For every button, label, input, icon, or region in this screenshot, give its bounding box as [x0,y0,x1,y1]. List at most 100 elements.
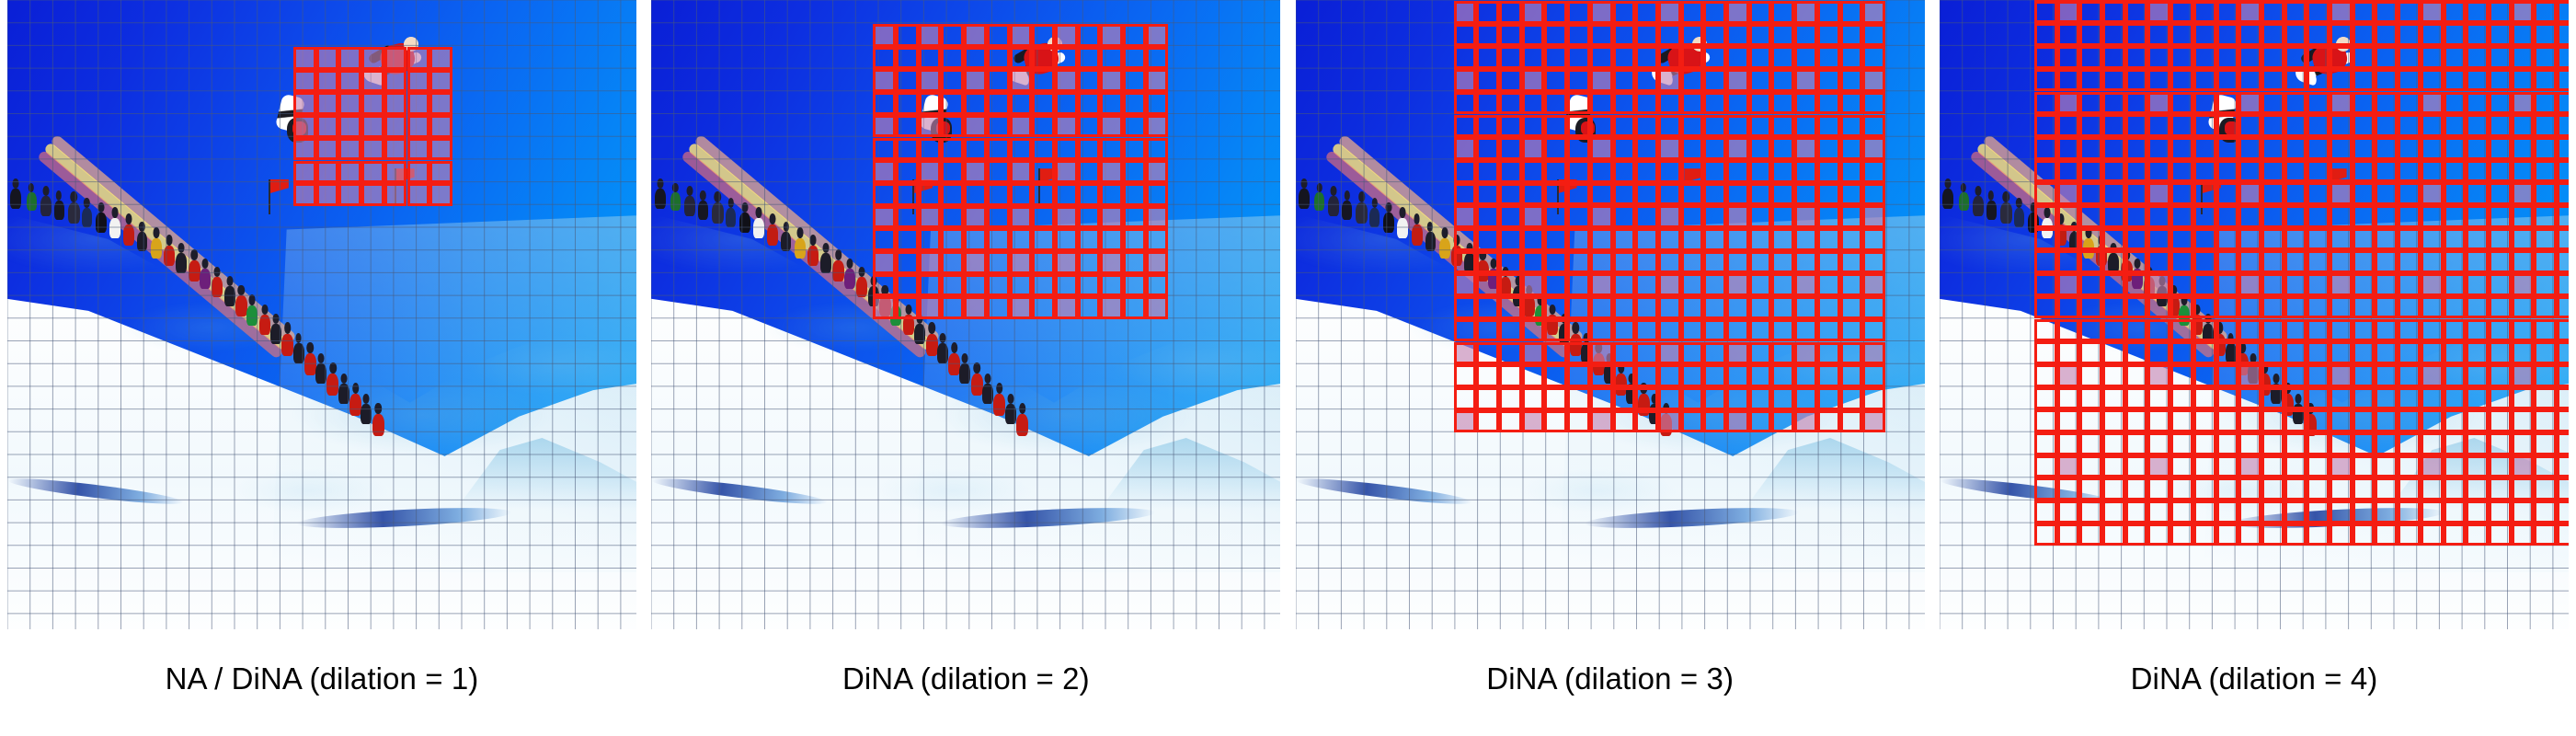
spectator [767,213,779,246]
spectator [109,207,120,238]
spectator [1342,190,1353,220]
spectator-head [1525,284,1533,296]
spectator [654,178,666,210]
spectator [843,258,855,290]
spectator [1603,352,1615,385]
spectator [246,294,258,326]
panel-dilation-2: DiNA (dilation = 2) [651,0,1281,696]
spectator [1999,191,2012,224]
spectator-head [881,284,889,296]
spectator-head [1640,382,1648,395]
spectator-head [2002,191,2009,203]
spectator [1637,382,1650,417]
spectator [1314,182,1325,212]
spectator [292,333,304,364]
spectator [739,201,751,234]
spectator [832,249,845,282]
spectator [1615,362,1628,397]
panel-image-3 [1295,0,1925,629]
course-flag-pole [1682,168,1685,207]
photo-2 [651,0,1281,629]
spectator [2108,242,2120,273]
panel-caption-4: DiNA (dilation = 4) [2130,661,2378,696]
spectator [1383,201,1395,234]
spectator [819,242,831,273]
spectator [936,333,948,364]
spectator [683,185,695,217]
spectator-head [2261,362,2269,374]
spectator [993,382,1006,417]
spectator [1463,242,1475,273]
spectator-head [1572,322,1580,334]
spectator-head [950,341,958,354]
spectator [281,322,294,356]
spectator [1356,191,1368,224]
spectator [2282,382,2295,417]
spectator [1397,207,1409,238]
spectator [122,213,134,246]
spectator [2178,294,2190,326]
snowboarder-main [1005,35,1075,92]
panel-dilation-1: NA / DiNA (dilation = 1) [7,0,636,696]
photo-3 [1295,0,1925,629]
spectator [258,304,270,335]
spectator-head [2238,341,2247,354]
spectator [1958,182,1969,212]
spectator-head [1414,213,1420,224]
spectator-head [70,191,77,203]
spectator [67,191,80,224]
course-flag-pole [912,178,915,214]
snowboarder-secondary [274,93,315,148]
spectator [2027,201,2039,234]
spectator [959,352,971,385]
spectator [1451,235,1463,266]
spectator [697,190,708,220]
spectator [2144,266,2156,297]
spectator [970,362,983,397]
panel-dilation-3: DiNA (dilation = 3) [1295,0,1925,696]
spectator [163,235,175,266]
spectator-head [1018,402,1026,415]
panel-image-4 [1939,0,2569,629]
spectator [1547,304,1559,335]
snowboarder-secondary [1563,93,1603,148]
panel-dilation-4: DiNA (dilation = 4) [1939,0,2569,696]
spectator [136,221,147,251]
course-flag-pole [394,168,396,207]
spectator-head [2057,213,2065,224]
spectator [1523,284,1536,317]
spectator [2214,322,2227,356]
spectator-head [237,284,245,296]
spectator [2236,341,2249,376]
spectator [1972,185,1984,217]
panel-image-2 [651,0,1281,629]
course-flag-pole [2200,178,2203,214]
spectator-head [190,249,199,261]
spectator [2132,258,2144,290]
panel-caption-2: DiNA (dilation = 2) [841,661,1090,696]
spectator [855,266,867,297]
spectator [2225,333,2237,364]
course-flag-pole [1556,178,1559,214]
spectator-head [2170,284,2177,296]
spectator-head [1358,191,1366,203]
spectator [349,382,362,417]
spectator [982,373,994,405]
spectator [2120,249,2133,282]
course-flag-pole [268,178,270,214]
spectator [26,182,37,212]
spectator [326,362,339,397]
spectator [372,402,384,437]
spectator [303,341,316,376]
panel-caption-1: NA / DiNA (dilation = 1) [165,661,479,696]
spectator-head [1479,249,1486,261]
spectator-head [2284,382,2292,395]
spectator [212,266,223,297]
spectator [315,352,327,385]
spectator-head [973,362,981,374]
spectator [1476,249,1489,282]
course-flag-pole [2326,168,2329,207]
snowboarder-main [361,35,430,92]
